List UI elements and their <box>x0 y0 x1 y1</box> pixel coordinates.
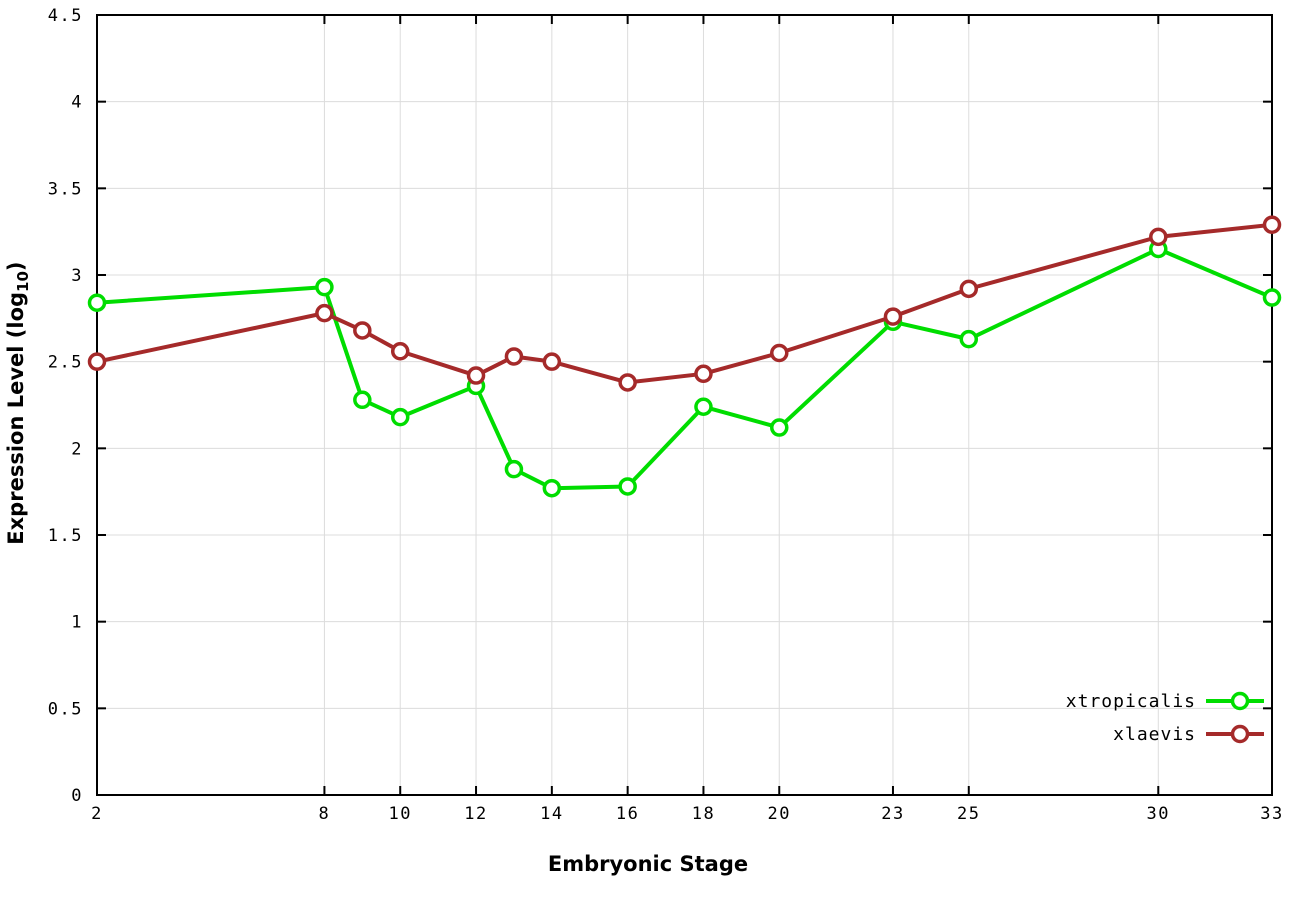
plot-border <box>96 14 1273 796</box>
data-point-xtropicalis <box>353 390 372 410</box>
x-tick-label: 16 <box>616 804 639 824</box>
y-tick-label: 3 <box>71 266 83 286</box>
y-tick-label: 2 <box>71 439 83 459</box>
y-axis-title: Expression Level (log10) <box>4 123 32 683</box>
y-tick-label: 0.5 <box>48 699 83 719</box>
x-tick-label: 25 <box>957 804 980 824</box>
data-point-xtropicalis <box>770 418 789 437</box>
y-axis-title-subscript: 10 <box>14 271 33 292</box>
x-axis-title: Embryonic Stage <box>547 852 749 876</box>
data-point-xtropicalis <box>504 459 524 479</box>
data-point-xlaevis <box>87 352 107 371</box>
y-tick-label: 0 <box>71 786 83 806</box>
data-point-xlaevis <box>694 364 713 384</box>
y-tick-label: 4.5 <box>48 6 83 26</box>
data-point-xlaevis <box>542 352 562 371</box>
x-tick-label: 33 <box>1260 804 1283 824</box>
data-point-xlaevis <box>504 347 524 366</box>
legend-sample-marker-xlaevis <box>1230 724 1250 744</box>
x-tick-label: 18 <box>692 804 715 824</box>
y-tick-label: 1 <box>71 613 83 633</box>
data-point-xlaevis <box>1262 215 1282 234</box>
y-tick-label: 4 <box>71 93 83 113</box>
legend-label-xlaevis: xlaevis <box>1113 724 1196 745</box>
x-tick-label: 20 <box>768 804 791 824</box>
data-point-xtropicalis <box>694 397 713 416</box>
data-point-xlaevis <box>618 373 637 392</box>
data-point-xtropicalis <box>1262 288 1282 307</box>
data-point-xlaevis <box>883 307 903 326</box>
data-point-xlaevis <box>466 366 486 385</box>
data-point-xlaevis <box>390 342 410 361</box>
y-tick-label: 3.5 <box>48 179 83 199</box>
data-point-xlaevis <box>770 343 789 363</box>
x-tick-label: 23 <box>881 804 904 824</box>
series-line-xlaevis <box>95 222 1274 385</box>
x-tick-label: 8 <box>319 804 331 824</box>
y-tick-label: 1.5 <box>48 526 83 546</box>
data-point-xtropicalis <box>959 329 979 349</box>
data-point-xtropicalis <box>315 277 334 297</box>
y-tick-label: 2.5 <box>48 353 83 373</box>
y-axis-title-suffix: ) <box>3 261 28 272</box>
data-point-xtropicalis <box>542 478 562 498</box>
data-point-xlaevis <box>959 279 979 299</box>
series-line-xtropicalis <box>95 247 1274 491</box>
data-point-xlaevis <box>1149 227 1168 247</box>
legend-sample-marker-xtropicalis <box>1230 691 1250 711</box>
x-tick-label: 12 <box>464 804 487 824</box>
x-tick-label: 30 <box>1147 804 1170 824</box>
x-tick-label: 10 <box>388 804 411 824</box>
x-tick-label: 14 <box>540 804 563 824</box>
y-axis-title-prefix: Expression Level (log <box>3 291 28 545</box>
data-point-xtropicalis <box>618 477 637 496</box>
data-point-xtropicalis <box>390 407 410 427</box>
data-point-xtropicalis <box>87 293 107 312</box>
x-tick-label: 2 <box>91 804 103 824</box>
data-point-xlaevis <box>353 321 372 340</box>
data-point-xlaevis <box>315 303 334 323</box>
legend-label-xtropicalis: xtropicalis <box>1066 691 1196 712</box>
